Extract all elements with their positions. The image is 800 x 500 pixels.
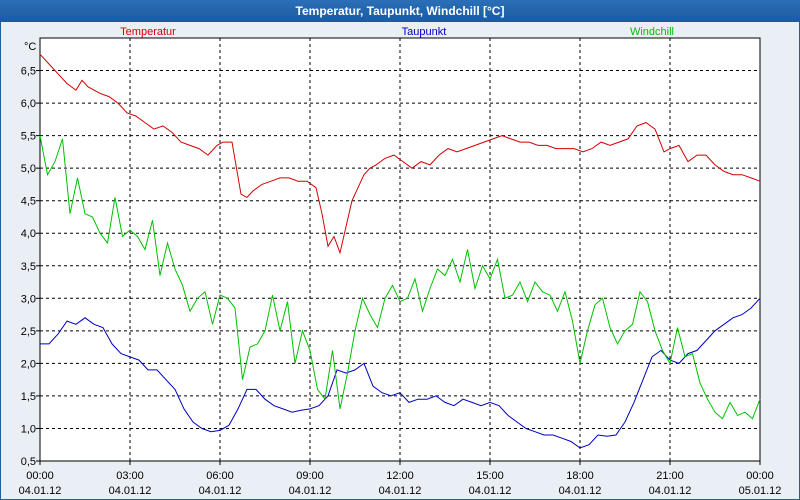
x-tick-time: 00:00 <box>746 470 774 482</box>
y-tick-label: 3,0 <box>21 293 36 305</box>
y-tick-label: 4,0 <box>21 228 36 240</box>
y-tick-label: 0,5 <box>21 456 36 468</box>
x-tick-date: 05.01.12 <box>739 485 782 497</box>
y-tick-label: 3,5 <box>21 261 36 273</box>
x-tick-date: 04.01.12 <box>289 485 332 497</box>
x-tick-date: 04.01.12 <box>469 485 512 497</box>
legend: Temperatur Taupunkt Windchill <box>120 26 674 38</box>
series-line-temperatur <box>39 53 761 255</box>
legend-taupunkt: Taupunkt <box>402 26 447 38</box>
y-tick-label: 5,0 <box>21 163 36 175</box>
y-tick-label: 6,5 <box>21 66 36 78</box>
x-axis: 00:00 04.01.12 03:00 04.01.12 06:00 04.01.12 0… <box>19 461 782 497</box>
series-line-taupunkt <box>40 297 761 449</box>
x-tick-time: 21:00 <box>656 470 684 482</box>
x-tick-date: 04.01.12 <box>379 485 422 497</box>
x-tick-date: 04.01.12 <box>649 485 692 497</box>
window-title: Temperatur, Taupunkt, Windchill [°C] <box>0 0 800 22</box>
x-tick-time: 15:00 <box>476 470 504 482</box>
y-tick-label: 4,5 <box>21 196 36 208</box>
x-tick-time: 12:00 <box>386 470 414 482</box>
y-axis-label: °C <box>24 41 36 53</box>
x-tick-time: 18:00 <box>566 470 594 482</box>
series-group <box>39 53 761 449</box>
y-axis: °C 0,5 1,0 1,5 2,0 2,5 3,0 3,5 4,0 4,5 5,0 5,5 6,0 6… <box>21 41 40 468</box>
y-tick-label: 2,5 <box>21 326 36 338</box>
x-tick-time: 09:00 <box>296 470 324 482</box>
legend-windchill: Windchill <box>630 26 674 38</box>
x-tick-date: 04.01.12 <box>199 485 242 497</box>
series-line-windchill <box>39 135 761 420</box>
x-tick-date: 04.01.12 <box>559 485 602 497</box>
y-tick-label: 1,5 <box>21 391 36 403</box>
x-tick-date: 04.01.12 <box>109 485 152 497</box>
x-tick-time: 03:00 <box>116 470 144 482</box>
y-tick-label: 5,5 <box>21 131 36 143</box>
x-tick-time: 00:00 <box>26 470 54 482</box>
x-tick-time: 06:00 <box>206 470 234 482</box>
y-tick-label: 1,0 <box>21 423 36 435</box>
legend-temperatur: Temperatur <box>120 26 176 38</box>
y-tick-label: 6,0 <box>21 98 36 110</box>
x-tick-date: 04.01.12 <box>19 485 62 497</box>
y-tick-label: 2,0 <box>21 358 36 370</box>
